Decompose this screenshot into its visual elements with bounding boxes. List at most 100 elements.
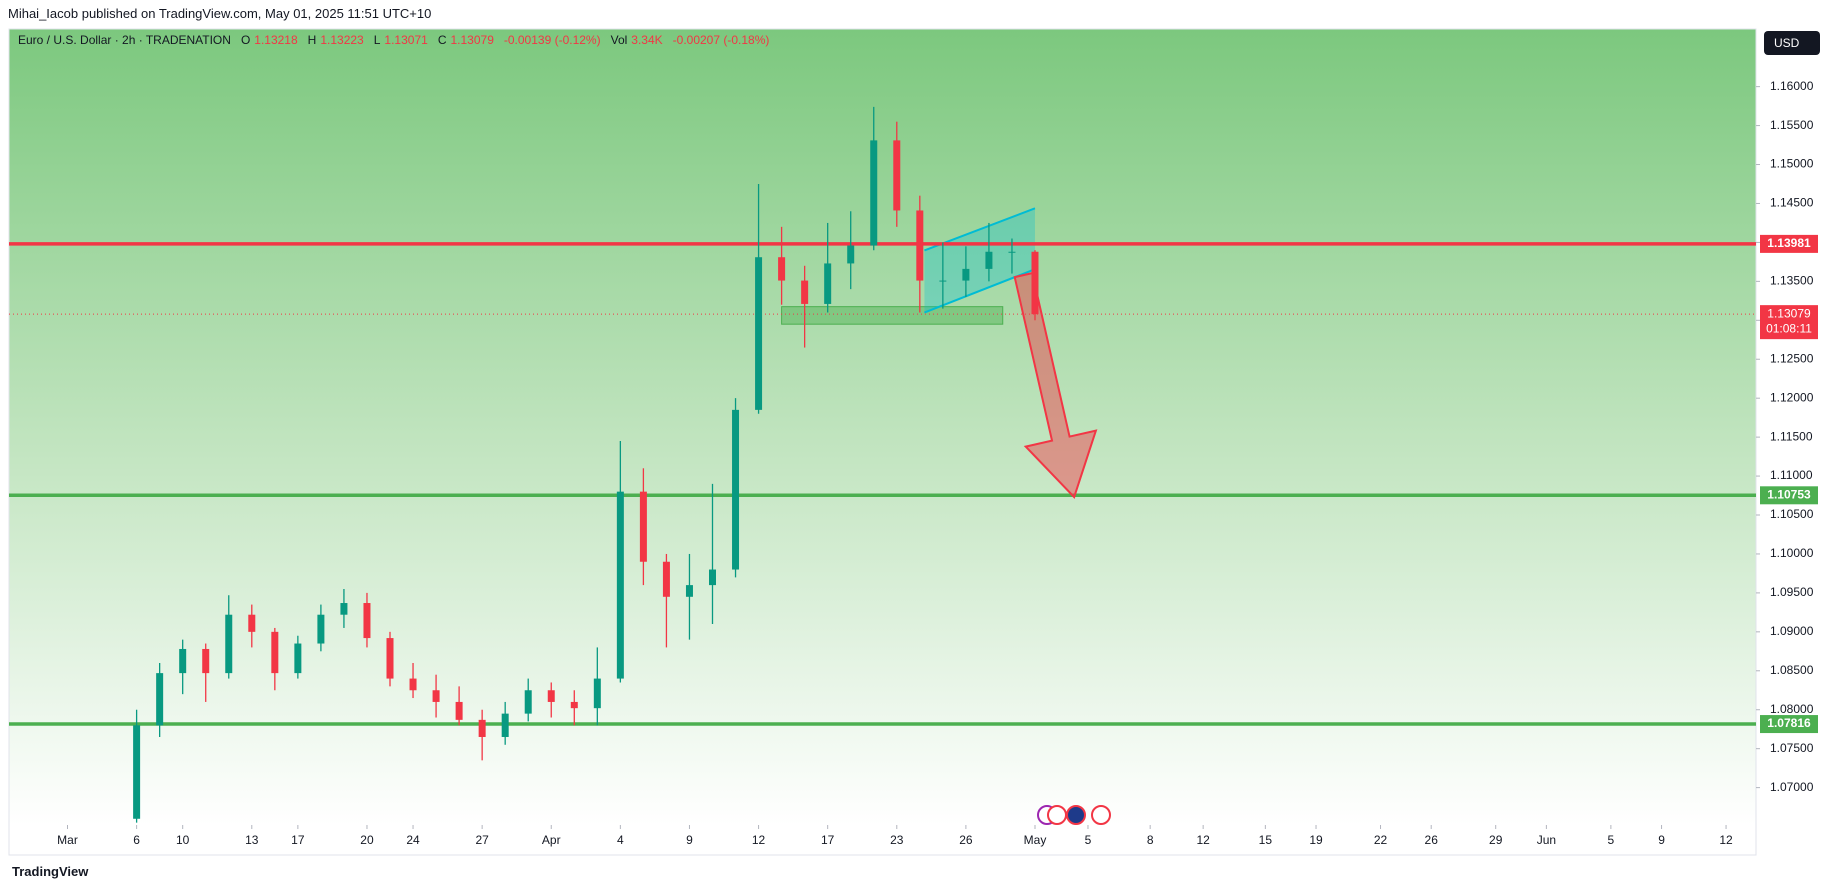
x-tick-label: 26 bbox=[1425, 833, 1439, 847]
candle-body bbox=[455, 701, 463, 720]
ohlc-value: 1.13223 bbox=[320, 33, 364, 47]
projection-arrow bbox=[1013, 271, 1098, 499]
candle-body bbox=[778, 257, 786, 281]
candle-body bbox=[409, 678, 417, 691]
y-tick-label: 1.13500 bbox=[1770, 274, 1814, 288]
candle-body bbox=[225, 614, 233, 674]
candle-body bbox=[501, 713, 509, 737]
x-tick-label: 13 bbox=[245, 833, 259, 847]
y-tick-label: 1.08500 bbox=[1770, 663, 1814, 677]
level-badge bbox=[1760, 486, 1818, 505]
y-tick-label: 1.12000 bbox=[1770, 390, 1814, 404]
x-tick-label: Apr bbox=[542, 833, 561, 847]
x-tick-label: 22 bbox=[1374, 833, 1388, 847]
y-tick-label: 1.07500 bbox=[1770, 741, 1814, 755]
candle-body bbox=[524, 690, 532, 714]
last-price-badge bbox=[1760, 305, 1818, 340]
y-tick-label: 1.07000 bbox=[1770, 780, 1814, 794]
candle-body bbox=[985, 251, 993, 269]
y-tick-label: 1.15500 bbox=[1770, 118, 1814, 132]
last-price-label: 1.13079 bbox=[1767, 306, 1811, 320]
candle-body bbox=[662, 561, 670, 597]
level-badge bbox=[1760, 715, 1818, 734]
x-tick-label: May bbox=[1024, 833, 1047, 847]
x-tick-label: 15 bbox=[1259, 833, 1273, 847]
x-tick-label: Mar bbox=[57, 833, 78, 847]
candle-body bbox=[1008, 251, 1016, 253]
x-tick-label: 5 bbox=[1608, 833, 1615, 847]
candle-body bbox=[317, 614, 325, 644]
candle-body bbox=[639, 491, 647, 562]
event-icons bbox=[1037, 805, 1111, 825]
x-tick-label: 12 bbox=[1719, 833, 1733, 847]
candle-body bbox=[271, 631, 279, 674]
candle-body bbox=[202, 648, 210, 674]
candle-body bbox=[593, 678, 601, 709]
vol: 3.34K bbox=[631, 33, 663, 47]
y-tick-label: 1.14500 bbox=[1770, 196, 1814, 210]
candle-body bbox=[755, 257, 763, 410]
x-tick-label: 20 bbox=[360, 833, 374, 847]
currency-button[interactable]: USD bbox=[1764, 31, 1820, 55]
candle-body bbox=[156, 673, 164, 726]
y-tick-label: 1.12500 bbox=[1770, 351, 1814, 365]
y-tick-label: 1.08000 bbox=[1770, 702, 1814, 716]
plot-background bbox=[9, 29, 1756, 825]
candle-body bbox=[432, 690, 440, 702]
x-tick-label: Jun bbox=[1537, 833, 1556, 847]
x-tick-label: 19 bbox=[1309, 833, 1323, 847]
candle-body bbox=[801, 280, 809, 304]
x-tick-label: 12 bbox=[1196, 833, 1210, 847]
y-tick-label: 1.15000 bbox=[1770, 157, 1814, 171]
candle-body bbox=[179, 648, 187, 674]
candle-body bbox=[893, 140, 901, 211]
x-tick-label: 17 bbox=[821, 833, 835, 847]
ohlc-key: O bbox=[240, 33, 251, 47]
y-tick-label: 1.10500 bbox=[1770, 507, 1814, 521]
y-tick-label: 1.09500 bbox=[1770, 585, 1814, 599]
x-tick-label: 23 bbox=[890, 833, 904, 847]
candle-body bbox=[916, 210, 924, 281]
candle-body bbox=[478, 719, 486, 737]
change: -0.00139 (-0.12%) bbox=[503, 33, 601, 47]
ohlc-key: C bbox=[437, 33, 447, 47]
publisher: Mihai_Iacob published on TradingView.com… bbox=[8, 6, 432, 21]
candle-body bbox=[386, 638, 394, 679]
y-tick-label: 1.11500 bbox=[1770, 429, 1813, 443]
x-tick-label: 6 bbox=[133, 833, 140, 847]
candle-body bbox=[616, 491, 624, 679]
x-tick-label: 10 bbox=[176, 833, 190, 847]
level-badge bbox=[1760, 234, 1818, 253]
level-label: 1.07816 bbox=[1767, 716, 1811, 730]
ohlc-value: 1.13071 bbox=[384, 33, 428, 47]
y-tick-label: 1.10000 bbox=[1770, 546, 1814, 560]
x-tick-label: 9 bbox=[1658, 833, 1665, 847]
level-label: 1.10753 bbox=[1767, 487, 1811, 501]
y-tick-label: 1.09000 bbox=[1770, 624, 1814, 638]
candle-body bbox=[939, 280, 947, 282]
x-tick-label: 9 bbox=[686, 833, 693, 847]
ohlc-key: L bbox=[373, 33, 381, 47]
vol-change: -0.00207 (-0.18%) bbox=[672, 33, 770, 47]
plot-frame bbox=[8, 28, 1757, 856]
candle-body bbox=[547, 690, 555, 702]
candle-body bbox=[847, 245, 855, 264]
channel-fill bbox=[924, 208, 1035, 313]
vol-key: Vol bbox=[610, 33, 628, 47]
y-tick-label: 1.11000 bbox=[1770, 468, 1813, 482]
x-tick-label: 24 bbox=[406, 833, 420, 847]
countdown: 01:08:11 bbox=[1766, 321, 1812, 335]
level-label: 1.13981 bbox=[1767, 236, 1811, 250]
symbol: Euro / U.S. Dollar · 2h · TRADENATION bbox=[18, 33, 231, 47]
x-tick-label: 29 bbox=[1489, 833, 1503, 847]
candle-body bbox=[824, 263, 832, 304]
candle-body bbox=[363, 603, 371, 639]
x-tick-label: 8 bbox=[1147, 833, 1154, 847]
candle-body bbox=[962, 268, 970, 281]
y-tick-label: 1.16000 bbox=[1770, 79, 1814, 93]
ohlc-value: 1.13218 bbox=[254, 33, 298, 47]
x-tick-label: 12 bbox=[752, 833, 766, 847]
